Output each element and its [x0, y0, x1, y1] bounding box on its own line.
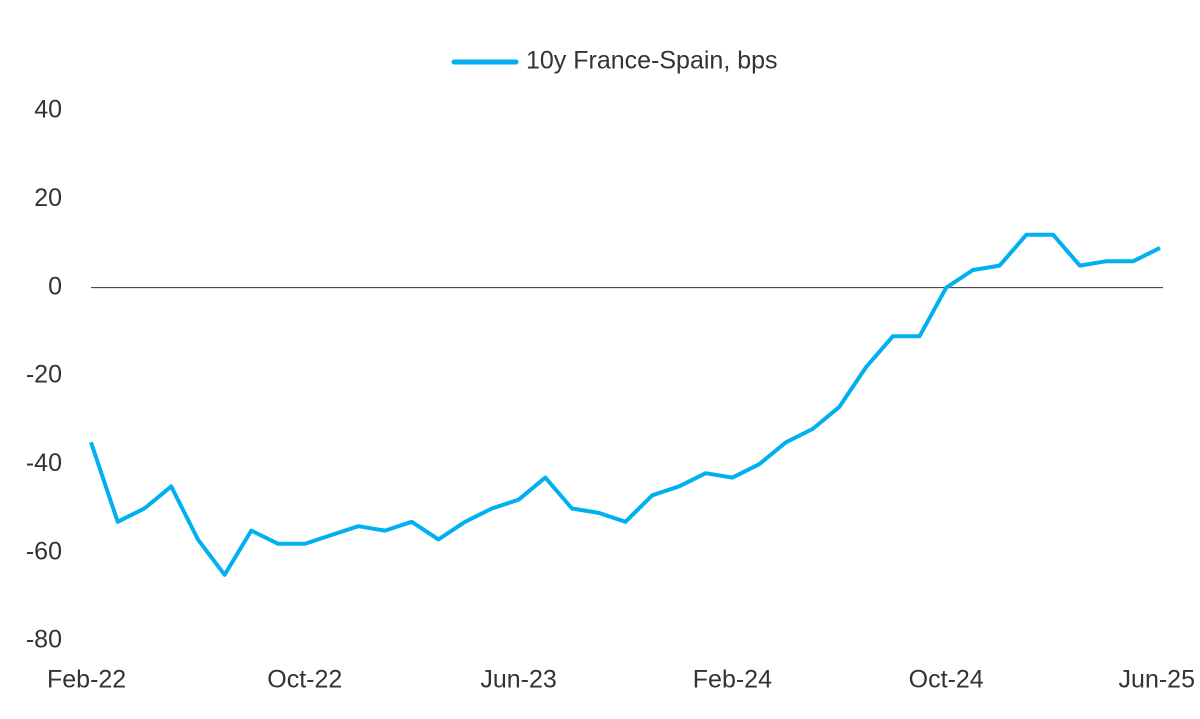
x-tick-label: Oct-24	[909, 666, 984, 694]
y-tick-label: -40	[26, 449, 62, 477]
y-tick-label: -20	[26, 361, 62, 389]
x-tick-label: Feb-24	[693, 666, 772, 694]
x-tick-label: Feb-22	[47, 666, 126, 694]
x-tick-label: Jun-23	[480, 666, 556, 694]
y-tick-label: -80	[26, 626, 62, 654]
data-line	[89, 232, 1161, 577]
y-tick-label: -60	[26, 537, 62, 565]
y-tick-label: 20	[34, 184, 62, 212]
y-tick-label: 40	[34, 96, 62, 124]
y-tick-label: 0	[48, 272, 62, 300]
x-tick-label: Jun-25	[1119, 666, 1195, 694]
legend-label: 10y France-Spain, bps	[526, 47, 778, 75]
x-tick-label: Oct-22	[267, 666, 342, 694]
